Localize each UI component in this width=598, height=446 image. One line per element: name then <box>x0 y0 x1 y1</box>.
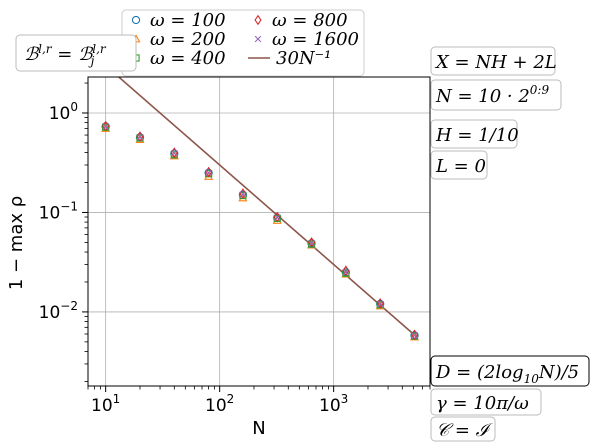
reference-line <box>118 76 416 336</box>
parameter-box-d: D = (2log10N)/5 <box>430 355 590 387</box>
grid <box>88 77 430 386</box>
data-point <box>204 171 214 180</box>
boundary-annotation-text: ℬl,r = ℬl,r j <box>24 42 107 68</box>
parameter-n-text: N = 10 · 20:9 <box>435 83 549 107</box>
legend-marker <box>254 14 262 26</box>
x-axis-label: N <box>252 418 265 439</box>
series-square <box>102 123 419 340</box>
parameter-c-text: 𝒞 = ℐ <box>436 420 494 441</box>
boundary-annotation-box: ℬl,r = ℬl,r j <box>15 34 137 72</box>
data-point <box>342 268 350 276</box>
data-points <box>101 120 420 341</box>
data-point <box>342 265 350 276</box>
data-point <box>342 269 350 277</box>
data-point <box>376 300 384 308</box>
data-point <box>102 123 109 130</box>
parameter-h-text: H = 1/10 <box>435 125 519 146</box>
data-point <box>136 133 144 141</box>
reference-line-layer <box>118 76 416 336</box>
legend-marker <box>254 35 262 43</box>
data-point <box>273 214 281 221</box>
series-circle <box>101 122 419 340</box>
legend-label: 30N⁻¹ <box>276 48 331 69</box>
data-point <box>308 239 315 247</box>
axis-ticks: 101 102 103 100 10−1 10−2 <box>39 82 431 416</box>
legend-label: ω = 800 <box>272 10 348 31</box>
plot-frame <box>87 76 431 387</box>
parameter-l-text: L = 0 <box>435 156 486 177</box>
y-tick-label: 100 <box>49 100 78 124</box>
series-diamond <box>102 120 419 341</box>
parameter-box-l: L = 0 <box>430 150 488 180</box>
parameter-gamma-text: γ = 10π/ω <box>436 393 529 414</box>
data-point <box>411 332 418 339</box>
data-point <box>272 215 282 224</box>
data-point <box>239 191 247 198</box>
legend-label: ω = 100 <box>150 10 226 31</box>
parameter-box-h: H = 1/10 <box>430 119 519 149</box>
data-point <box>205 169 212 177</box>
y-axis-label: 1 − max ρ <box>6 196 27 290</box>
parameter-x-text: X = NH + 2L <box>434 52 557 73</box>
y-tick-label: 10−2 <box>39 299 78 323</box>
legend-label: ω = 1600 <box>272 29 359 50</box>
parameter-box-gamma: γ = 10π/ω <box>430 388 542 416</box>
parameter-d-text: D = (2log10N)/5 <box>435 362 579 386</box>
x-tick-label: 103 <box>319 392 348 416</box>
parameter-box-x: X = NH + 2L <box>430 46 557 76</box>
series-triangle <box>101 123 420 341</box>
legend-marker <box>131 15 141 25</box>
parameter-box-c: 𝒞 = ℐ <box>430 416 496 442</box>
series-x <box>102 123 418 339</box>
x-tick-label: 101 <box>91 392 120 416</box>
data-point <box>238 193 248 202</box>
x-tick-label: 102 <box>205 392 234 416</box>
legend-label: ω = 200 <box>150 29 226 50</box>
y-tick-label: 10−1 <box>39 199 78 223</box>
data-point <box>171 149 178 157</box>
legend-label: ω = 400 <box>150 48 226 69</box>
parameter-box-n: N = 10 · 20:9 <box>430 79 562 111</box>
